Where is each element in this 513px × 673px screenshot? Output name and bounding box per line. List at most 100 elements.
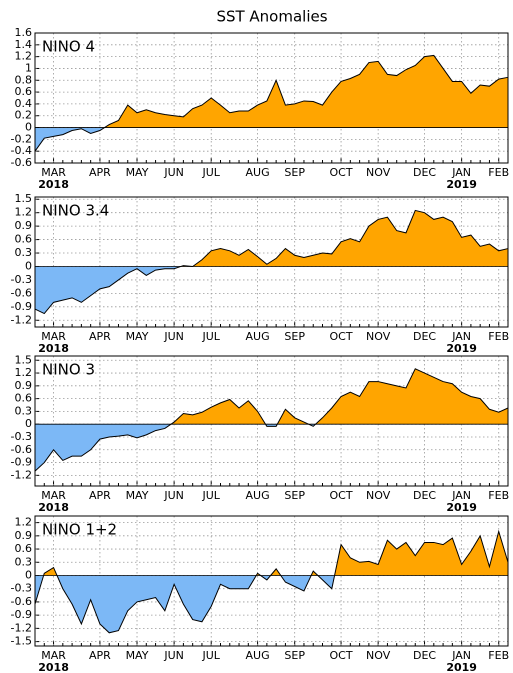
x-tick-label: AUG [246,330,270,343]
frame [34,515,509,647]
y-tick-label: 0.9 [15,379,33,392]
x-tick-label: MAY [126,166,149,179]
x-tick-label: OCT [330,166,353,179]
x-tick-label: MAR [41,166,66,179]
x-tick-label: DEC [413,489,436,502]
x-tick-label: DEC [413,166,436,179]
x-tick-label: AUG [246,166,270,179]
x-tick-label: JUN [163,489,184,502]
y-tick-label: 1.6 [15,26,33,39]
x-tick-label: OCT [330,330,353,343]
year-label: 2018 [38,501,69,514]
y-tick-label: -0.4 [11,144,32,157]
x-tick-label: FEB [488,649,509,662]
x-tick-label: JUL [201,166,220,179]
x-tick-label: AUG [246,649,270,662]
y-tick-label: 0.6 [15,542,33,555]
y-tick-label: 1 [25,61,32,74]
x-tick-label: OCT [330,489,353,502]
panel: -0.6-0.4-0.200.20.40.60.811.21.41.6MAR20… [11,26,510,191]
area-negative [35,575,508,633]
x-tick-label: AUG [246,489,270,502]
y-tick-label: 0.2 [15,109,33,122]
y-tick-label: 1.5 [15,192,33,205]
y-tick-label: 0.3 [15,246,33,259]
x-tick-label: FEB [488,330,509,343]
area-positive [35,55,508,128]
y-tick-label: -0.6 [11,156,32,169]
y-tick-label: -0.3 [11,582,32,595]
year-label: 2018 [38,661,69,673]
y-tick-label: -0.6 [11,595,32,608]
area-positive [171,368,508,425]
y-tick-label: 0 [25,568,32,581]
frame [34,196,509,328]
y-tick-label: 0.4 [15,97,33,110]
x-tick-label: JUL [201,330,220,343]
y-tick-label: 1.2 [15,206,33,219]
x-tick-label: APR [89,166,111,179]
chart-title: SST Anomalies [216,8,327,26]
area-negative [35,127,105,152]
year-label: 2018 [38,178,69,191]
x-tick-label: NOV [366,330,391,343]
x-tick-label: JUN [163,166,184,179]
y-tick-label: -0.6 [11,286,32,299]
x-tick-label: JUL [201,489,220,502]
panel: -1.5-1.2-0.9-0.6-0.300.30.60.91.2 MAR2018… [11,515,509,673]
series-line [34,54,509,152]
y-tick-label: -1.5 [11,635,32,648]
x-tick-label: JAN [451,166,471,179]
x-tick-label: NOV [366,489,391,502]
year-label: 2019 [446,501,477,514]
area-negative [35,424,508,472]
x-tick-label: JAN [451,649,471,662]
y-tick-label: 0.9 [15,219,33,232]
y-tick-label: -0.6 [11,443,32,456]
y-tick-label: -0.2 [11,132,32,145]
y-tick-label: -1.2 [11,468,32,481]
frame [34,32,509,164]
y-tick-label: 1.5 [15,353,33,366]
x-tick-label: MAY [126,489,149,502]
x-tick-label: SEP [284,166,305,179]
x-tick-label: MAR [41,489,66,502]
x-tick-label: NOV [366,166,391,179]
x-tick-label: DEC [413,649,436,662]
year-label: 2019 [446,342,477,355]
y-tick-label: 0.3 [15,555,33,568]
x-tick-label: JAN [451,489,471,502]
y-tick-label: -0.3 [11,273,32,286]
y-tick-label: 1.2 [15,516,33,529]
y-tick-label: 0.6 [15,233,33,246]
x-tick-label: OCT [330,649,353,662]
x-tick-label: SEP [284,649,305,662]
area-negative [35,266,508,314]
panel-label: NINO 3.4 [42,202,109,220]
x-tick-label: JUN [163,330,184,343]
y-tick-label: 0.9 [15,529,33,542]
series-line [34,209,509,315]
y-tick-label: -1.2 [11,621,32,634]
year-label: 2019 [446,178,477,191]
area-positive [43,531,508,576]
x-tick-label: SEP [284,489,305,502]
frame [34,355,509,487]
area-positive [180,210,508,267]
x-tick-label: MAY [126,330,149,343]
series-line [34,529,509,634]
x-tick-label: SEP [284,330,305,343]
y-tick-label: 1.2 [15,366,33,379]
x-tick-label: APR [89,649,111,662]
x-tick-label: FEB [488,166,509,179]
year-label: 2019 [446,661,477,673]
y-tick-label: 0.6 [15,85,33,98]
x-tick-label: APR [89,330,111,343]
panel-label: NINO 1+2 [42,521,117,539]
year-label: 2018 [38,342,69,355]
x-tick-label: FEB [488,489,509,502]
x-tick-label: MAR [41,330,66,343]
y-tick-label: 0.6 [15,392,33,405]
